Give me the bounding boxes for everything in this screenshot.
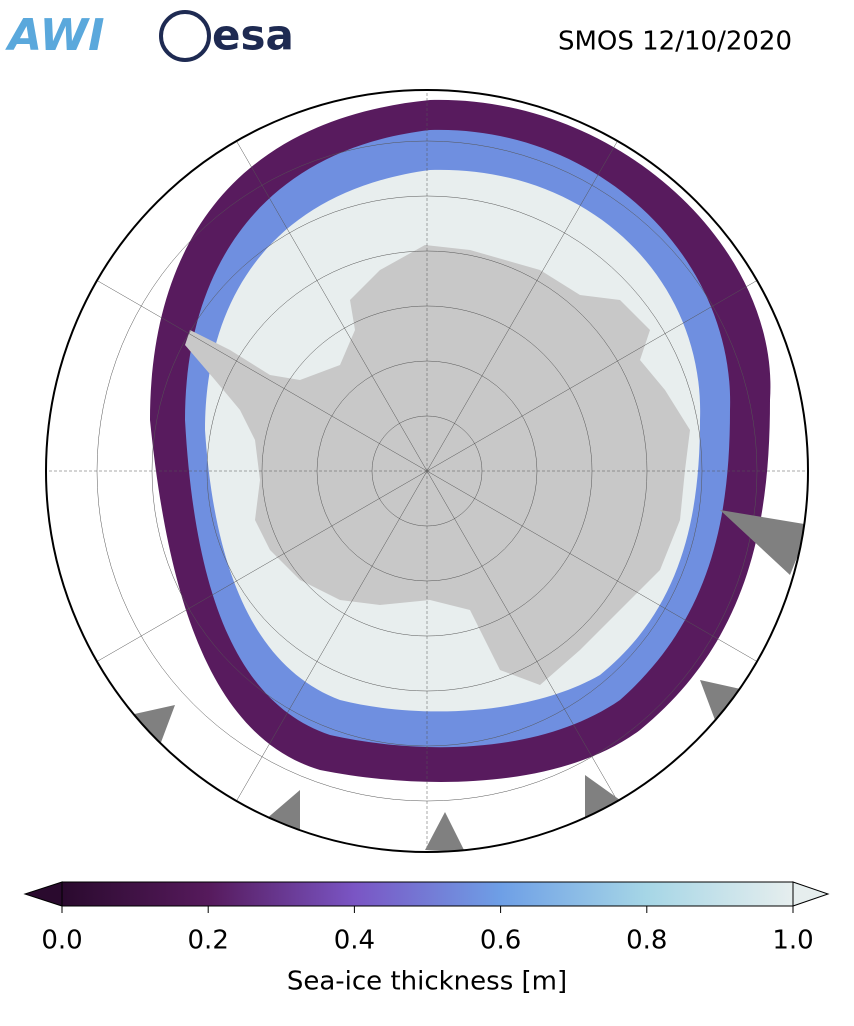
colorbar-tick-label: 0.6 [480,926,521,956]
colorbar-tick-label: 0.2 [188,926,229,956]
graticule [46,90,808,852]
colorbar: 0.0 0.2 0.4 0.6 0.8 1.0 [23,881,830,956]
meridian [80,470,428,672]
extend-min [23,881,63,907]
meridian [426,124,628,472]
map [46,90,808,852]
colorbar-tick-label: 0.4 [334,926,375,956]
meridian [80,270,428,472]
esa-logo: esa [212,11,294,60]
map-title: SMOS 12/10/2020 [558,27,792,57]
meridian [426,470,774,672]
meridian [426,470,628,818]
meridian [226,124,428,472]
map-frame [45,89,809,853]
colorbar-label: Sea-ice thickness [m] [287,967,567,997]
extend-max [792,881,830,907]
colorbar-tick-label: 1.0 [772,926,813,956]
esa-emblem [159,10,211,62]
colorbar-tick-label: 0.0 [41,926,82,956]
meridian [426,270,774,472]
colorbar-gradient [61,881,794,907]
meridian [226,470,428,818]
colorbar-tick-label: 0.8 [626,926,667,956]
awi-logo: AWI [5,10,105,61]
